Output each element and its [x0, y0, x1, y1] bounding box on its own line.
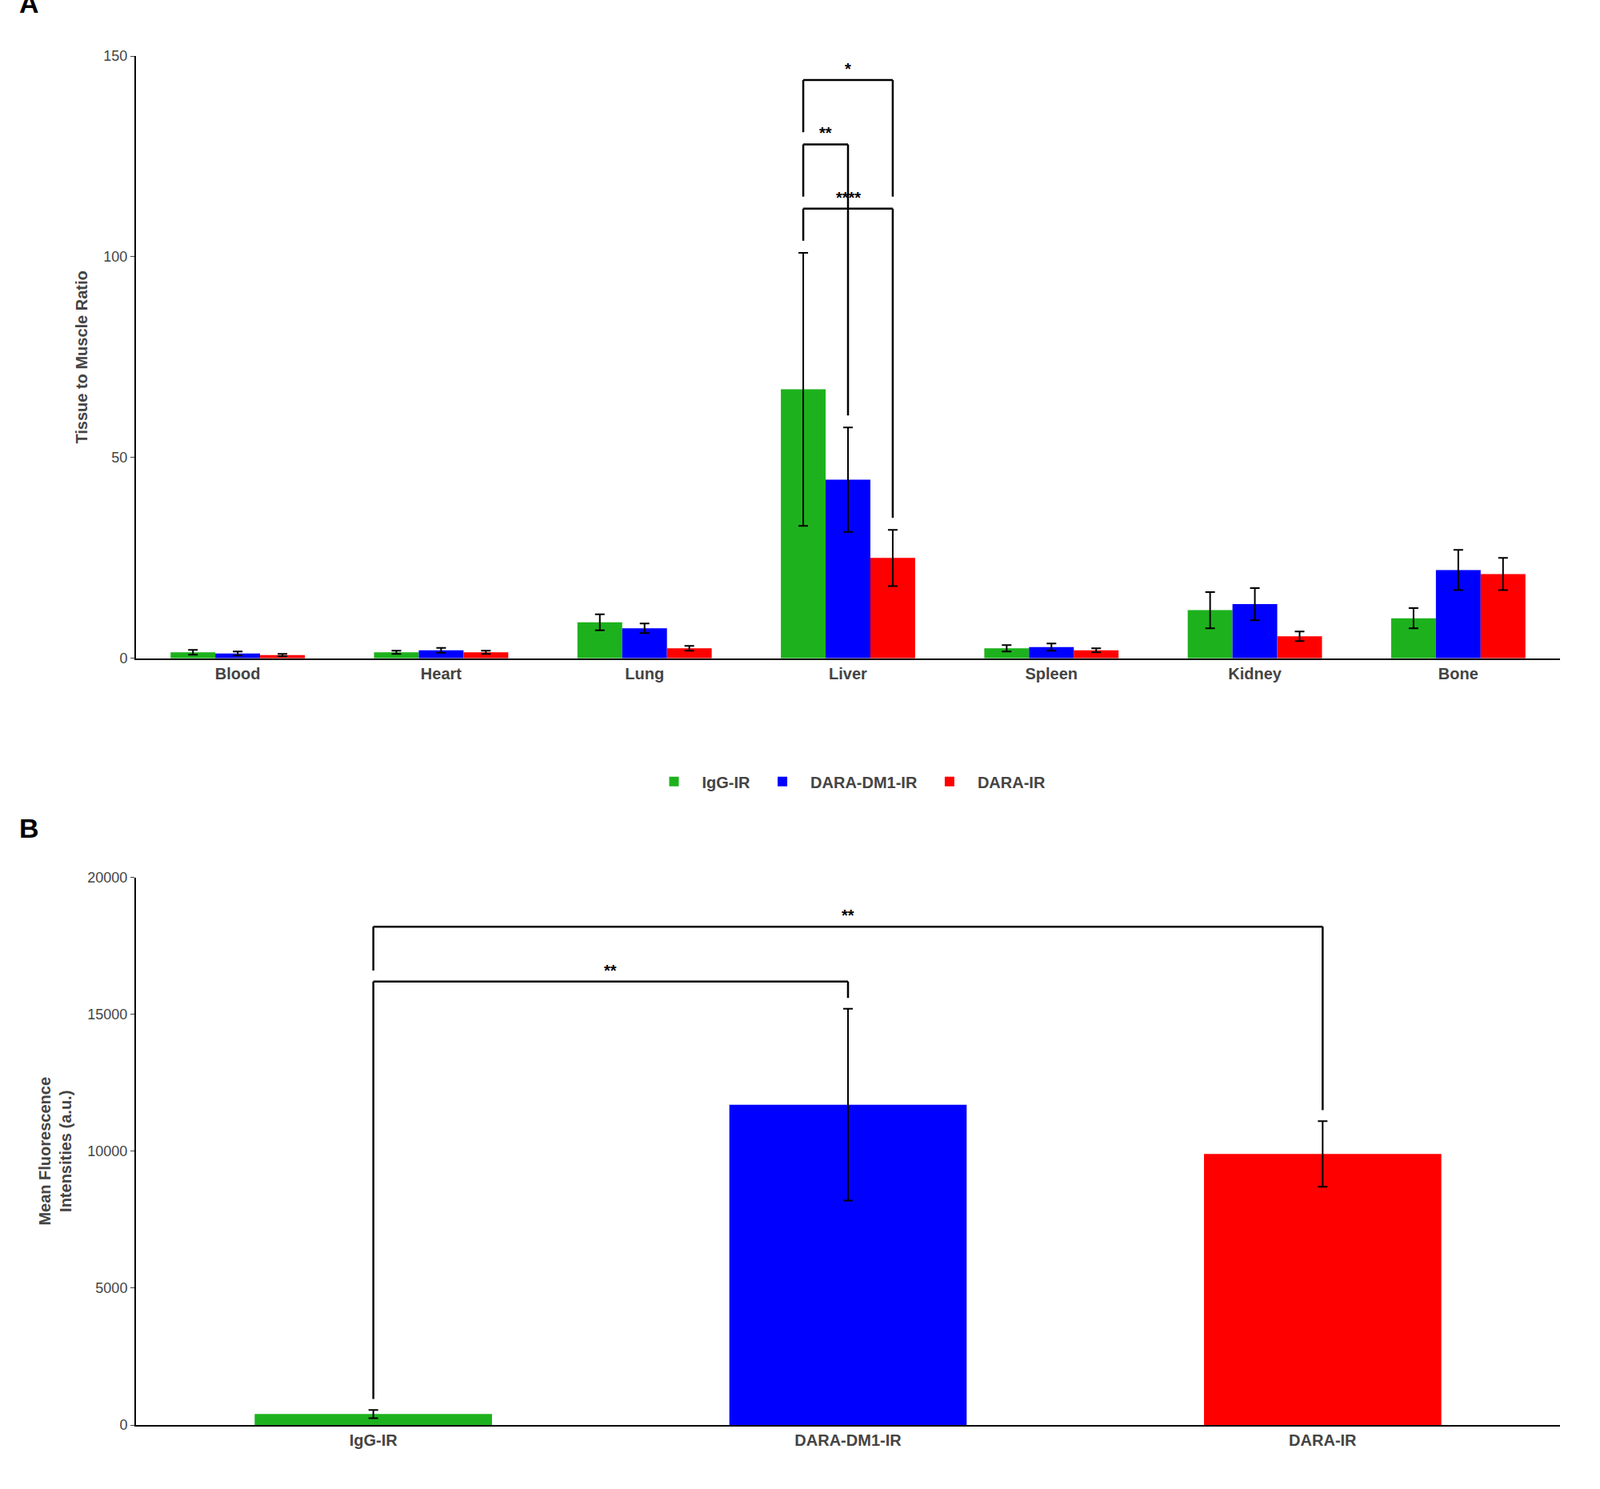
- svg-text:DARA-DM1-IR: DARA-DM1-IR: [810, 773, 918, 792]
- svg-text:Bone: Bone: [1438, 664, 1479, 683]
- svg-text:Blood: Blood: [215, 664, 261, 683]
- svg-text:IgG-IR: IgG-IR: [349, 1431, 399, 1449]
- svg-text:150: 150: [103, 48, 128, 64]
- svg-text:****: ****: [836, 188, 861, 207]
- svg-text:A: A: [19, 0, 40, 19]
- svg-text:DARA-IR: DARA-IR: [977, 773, 1046, 792]
- svg-text:Kidney: Kidney: [1228, 664, 1283, 683]
- svg-text:20000: 20000: [87, 869, 128, 886]
- svg-text:*: *: [844, 60, 852, 78]
- svg-text:10000: 10000: [87, 1143, 128, 1160]
- svg-text:Mean FluorescenceIntensities (: Mean FluorescenceIntensities (a.u.): [36, 1076, 75, 1226]
- svg-text:**: **: [819, 124, 832, 142]
- svg-text:DARA-DM1-IR: DARA-DM1-IR: [794, 1431, 902, 1449]
- svg-text:100: 100: [103, 248, 128, 265]
- svg-text:15000: 15000: [87, 1006, 128, 1023]
- svg-text:Heart: Heart: [420, 664, 462, 683]
- svg-text:50: 50: [111, 449, 128, 466]
- svg-text:Lung: Lung: [624, 664, 664, 683]
- svg-text:0: 0: [119, 1416, 128, 1433]
- svg-text:B: B: [19, 812, 40, 844]
- svg-text:**: **: [841, 906, 855, 924]
- svg-text:Spleen: Spleen: [1025, 664, 1079, 683]
- svg-text:IgG-IR: IgG-IR: [702, 773, 752, 792]
- svg-text:DARA-IR: DARA-IR: [1288, 1431, 1357, 1449]
- svg-text:Liver: Liver: [828, 664, 868, 683]
- svg-text:**: **: [604, 961, 617, 980]
- svg-text:0: 0: [119, 650, 128, 667]
- svg-text:Tissue to Muscle Ratio: Tissue to Muscle Ratio: [72, 270, 91, 444]
- svg-text:5000: 5000: [95, 1280, 128, 1296]
